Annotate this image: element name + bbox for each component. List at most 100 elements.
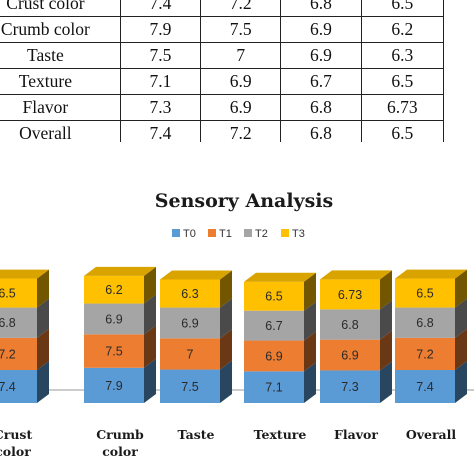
data-label: 6.7 — [265, 319, 282, 333]
table-row: Taste 7.5 7 6.9 6.3 — [0, 42, 445, 69]
table-cell: 7.2 — [200, 120, 282, 142]
bar-front — [160, 279, 220, 308]
bar-front — [244, 371, 304, 403]
data-label: 7.5 — [181, 380, 198, 394]
bar-segment — [320, 270, 392, 310]
bar-front — [84, 275, 144, 304]
data-label: 7.5 — [105, 345, 122, 359]
bar-front — [0, 337, 37, 370]
data-label: 6.9 — [181, 316, 198, 330]
table-row: Overall 7.4 7.2 6.8 6.5 — [0, 120, 445, 142]
scores-table: Crust color 7.4 7.2 6.8 6.5 Crumb color 7.9 7.5… — [0, 0, 445, 142]
bar-side — [220, 270, 232, 308]
bar-front — [84, 334, 144, 368]
bar-side — [220, 360, 232, 403]
table-row: Texture 7.1 6.9 6.7 6.5 — [0, 68, 445, 95]
data-label: 6.8 — [341, 318, 358, 332]
row-label: Taste — [0, 42, 121, 69]
data-label: 6.9 — [341, 349, 358, 363]
table-cell: 7.1 — [119, 68, 202, 95]
bar-side — [37, 328, 49, 370]
bar-side — [220, 298, 232, 339]
table-cell: 7.5 — [200, 16, 282, 43]
bar-segment — [244, 331, 316, 372]
bar-side — [304, 331, 316, 372]
chart-legend: T0 T1 T2 T3 — [172, 228, 305, 240]
data-label: 6.5 — [0, 287, 16, 301]
bar-segment — [160, 298, 232, 339]
legend-swatch — [281, 229, 289, 237]
bar-segment — [0, 269, 49, 308]
legend-label: T3 — [292, 228, 305, 240]
chart-title: Sensory Analysis — [155, 190, 333, 212]
bar-segment — [0, 361, 49, 403]
bar-front — [320, 309, 380, 340]
bar-segment — [0, 328, 49, 370]
chart-bars: 7.4 7.2 6.8 6.5 7.9 7.5 6.9 6.2 7.5 7 6.9 6.3 7.1 6.9… — [0, 266, 467, 403]
bar-side — [144, 266, 156, 304]
bar-side — [37, 361, 49, 403]
data-label: 6.3 — [181, 287, 198, 301]
table-cell: 6.8 — [280, 94, 362, 121]
data-label: 7.4 — [0, 380, 16, 394]
data-label: 7.9 — [105, 379, 122, 393]
bar-top — [0, 269, 49, 279]
category-label: Texture — [254, 427, 307, 442]
bar-segment — [160, 329, 232, 370]
bar-segment — [244, 301, 316, 341]
legend-label: T0 — [183, 228, 196, 240]
bar-segment — [395, 361, 467, 403]
bar-front — [244, 340, 304, 372]
bar-front — [0, 307, 37, 338]
row-label: Crust color — [0, 0, 121, 17]
table-row: Crumb color 7.9 7.5 6.9 6.2 — [0, 16, 445, 43]
bar-segment — [395, 328, 467, 370]
table-cell: 6.73 — [360, 94, 445, 121]
legend-swatch — [244, 229, 252, 237]
bar-top — [320, 270, 392, 280]
bar-front — [395, 337, 455, 370]
table-row: Flavor 7.3 6.9 6.8 6.73 — [0, 94, 445, 121]
data-label: 6.2 — [105, 283, 122, 297]
bar-front — [395, 307, 455, 338]
bar-segment — [84, 358, 156, 403]
bar-segment — [160, 360, 232, 403]
bar-side — [455, 298, 467, 338]
table-cell: 6.5 — [360, 120, 445, 142]
bar-segment — [244, 362, 316, 403]
bar-segment — [160, 270, 232, 308]
scores-table-region: Crust color 7.4 7.2 6.8 6.5 Crumb color 7.9 7.5… — [0, 0, 474, 142]
category-label: Overall — [406, 427, 457, 442]
row-label: Overall — [0, 120, 121, 142]
bar-top — [84, 266, 156, 276]
bar-side — [304, 301, 316, 341]
table-cell: 6.9 — [280, 16, 362, 43]
table-cell: 7.5 — [119, 42, 202, 69]
bar-top — [160, 270, 232, 280]
bar-front — [160, 369, 220, 403]
bar-side — [144, 325, 156, 368]
bar-top — [395, 269, 467, 279]
bar-side — [37, 269, 49, 308]
bar-segment — [84, 294, 156, 335]
bar-side — [455, 328, 467, 370]
data-label: 6.9 — [105, 312, 122, 326]
bar-side — [380, 330, 392, 371]
data-label: 7.2 — [0, 347, 16, 361]
data-label: 6.5 — [416, 287, 433, 301]
bar-side — [455, 361, 467, 403]
bar-front — [160, 338, 220, 370]
bar-segment — [84, 325, 156, 368]
table-cell: 7.9 — [119, 16, 202, 43]
bar-side — [380, 270, 392, 310]
data-label: 7.4 — [416, 380, 433, 394]
data-label: 6.73 — [338, 288, 362, 302]
bar-side — [144, 294, 156, 335]
bar-segment — [395, 298, 467, 338]
bar-side — [37, 298, 49, 338]
bar-side — [304, 362, 316, 403]
bar-front — [0, 278, 37, 308]
data-label: 6.8 — [0, 316, 16, 330]
